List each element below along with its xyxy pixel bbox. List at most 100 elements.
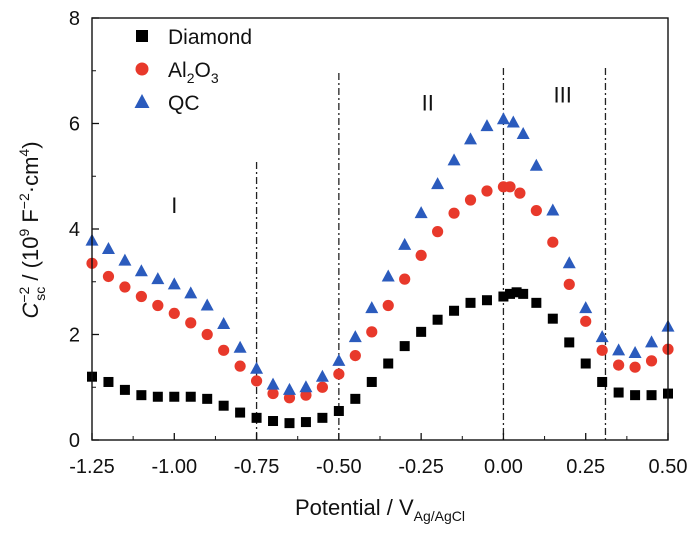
- data-point-diamond: [597, 376, 608, 387]
- data-point-diamond: [119, 384, 130, 395]
- data-point-qc: [516, 127, 530, 140]
- data-point-diamond: [613, 387, 624, 398]
- data-point-diamond: [235, 407, 246, 418]
- y-tick-label: 0: [69, 430, 80, 452]
- legend-entry-square: Diamond: [168, 26, 252, 49]
- x-tick-label: 0.25: [566, 456, 605, 478]
- data-point-diamond: [416, 326, 427, 337]
- x-tick-label: -0.75: [234, 456, 280, 478]
- data-point-diamond: [333, 405, 344, 416]
- data-point-qc: [414, 206, 428, 219]
- region-label: I: [171, 193, 177, 218]
- y-tick-label: 4: [69, 219, 80, 241]
- data-point-qc: [365, 301, 379, 314]
- data-point-al2o3: [382, 299, 394, 312]
- x-axis-label: Potential / VAg/AgCl: [295, 495, 465, 524]
- x-tick-label: 0.00: [484, 456, 523, 478]
- data-point-al2o3: [481, 185, 493, 197]
- data-point-diamond: [531, 297, 542, 308]
- y-axis-label: C−2sc / (109 F−2·cm4): [16, 141, 48, 318]
- data-point-diamond: [169, 391, 180, 402]
- legend-marker-square: [136, 30, 148, 42]
- data-point-qc: [151, 272, 165, 285]
- data-point-qc: [496, 112, 510, 125]
- data-point-al2o3: [514, 187, 526, 199]
- data-point-qc: [101, 242, 115, 255]
- data-point-al2o3: [580, 315, 592, 327]
- data-point-al2o3: [300, 389, 312, 401]
- data-point-diamond: [268, 416, 279, 427]
- data-point-qc: [628, 345, 642, 358]
- data-point-al2o3: [415, 249, 427, 261]
- data-point-al2o3: [135, 290, 147, 303]
- data-point-qc: [282, 382, 296, 395]
- data-point-al2o3: [504, 181, 516, 193]
- data-point-diamond: [465, 297, 476, 308]
- x-tick-label: -0.25: [398, 456, 444, 478]
- data-point-al2o3: [349, 350, 361, 362]
- data-point-qc: [579, 301, 593, 314]
- data-point-diamond: [646, 390, 657, 401]
- data-point-diamond: [432, 314, 443, 325]
- data-point-qc: [299, 380, 313, 393]
- data-point-diamond: [511, 287, 522, 298]
- data-point-qc: [612, 343, 626, 356]
- x-tick-label: -1.25: [69, 456, 115, 478]
- y-tick-label: 8: [69, 8, 80, 30]
- x-tick-label: -0.50: [316, 456, 362, 478]
- data-point-diamond: [300, 417, 311, 428]
- legend-entry-triangle: QC: [168, 92, 200, 115]
- x-tick-label: 0.50: [649, 456, 688, 478]
- data-point-diamond: [251, 412, 262, 423]
- data-point-diamond: [185, 391, 196, 402]
- data-point-qc: [546, 203, 560, 216]
- data-point-diamond: [564, 337, 575, 348]
- data-point-diamond: [399, 341, 410, 352]
- data-point-qc: [118, 253, 132, 266]
- data-point-diamond: [449, 305, 460, 316]
- data-point-qc: [562, 256, 576, 269]
- data-point-qc: [200, 298, 214, 311]
- data-point-al2o3: [152, 299, 164, 312]
- data-point-al2o3: [267, 387, 279, 400]
- data-point-al2o3: [547, 236, 559, 248]
- data-point-al2o3: [563, 278, 575, 290]
- data-point-al2o3: [201, 328, 213, 341]
- data-point-al2o3: [283, 392, 296, 404]
- data-point-al2o3: [629, 361, 641, 373]
- data-point-qc: [506, 115, 520, 128]
- data-point-diamond: [518, 288, 529, 299]
- data-point-diamond: [547, 313, 558, 324]
- data-point-diamond: [350, 393, 361, 404]
- data-point-al2o3: [218, 344, 230, 356]
- data-point-qc: [233, 340, 247, 353]
- data-point-qc: [184, 286, 198, 299]
- data-point-qc: [315, 369, 329, 382]
- data-point-qc: [595, 330, 609, 343]
- data-point-qc: [134, 264, 148, 277]
- legend-marker-circle: [135, 62, 149, 76]
- data-point-diamond: [630, 390, 641, 401]
- legend: Diamond Al2O3 QC: [134, 26, 252, 115]
- data-point-al2o3: [613, 359, 625, 371]
- data-point-qc: [266, 377, 280, 390]
- data-point-diamond: [383, 358, 394, 369]
- data-point-qc: [529, 158, 543, 171]
- data-point-diamond: [481, 295, 492, 306]
- data-point-al2o3: [333, 368, 345, 380]
- y-tick-label: 2: [69, 325, 80, 347]
- y-tick-label: 6: [69, 114, 80, 136]
- data-point-qc: [431, 177, 445, 190]
- data-point-al2o3: [366, 326, 378, 338]
- data-point-diamond: [366, 376, 377, 387]
- data-point-al2o3: [168, 307, 180, 319]
- data-point-al2o3: [645, 355, 658, 367]
- data-point-diamond: [152, 391, 163, 402]
- region-label: II: [422, 90, 434, 115]
- data-point-diamond: [103, 376, 114, 387]
- data-point-qc: [381, 269, 395, 282]
- data-point-al2o3: [234, 360, 246, 372]
- data-point-qc: [447, 153, 461, 166]
- data-point-qc: [348, 330, 362, 343]
